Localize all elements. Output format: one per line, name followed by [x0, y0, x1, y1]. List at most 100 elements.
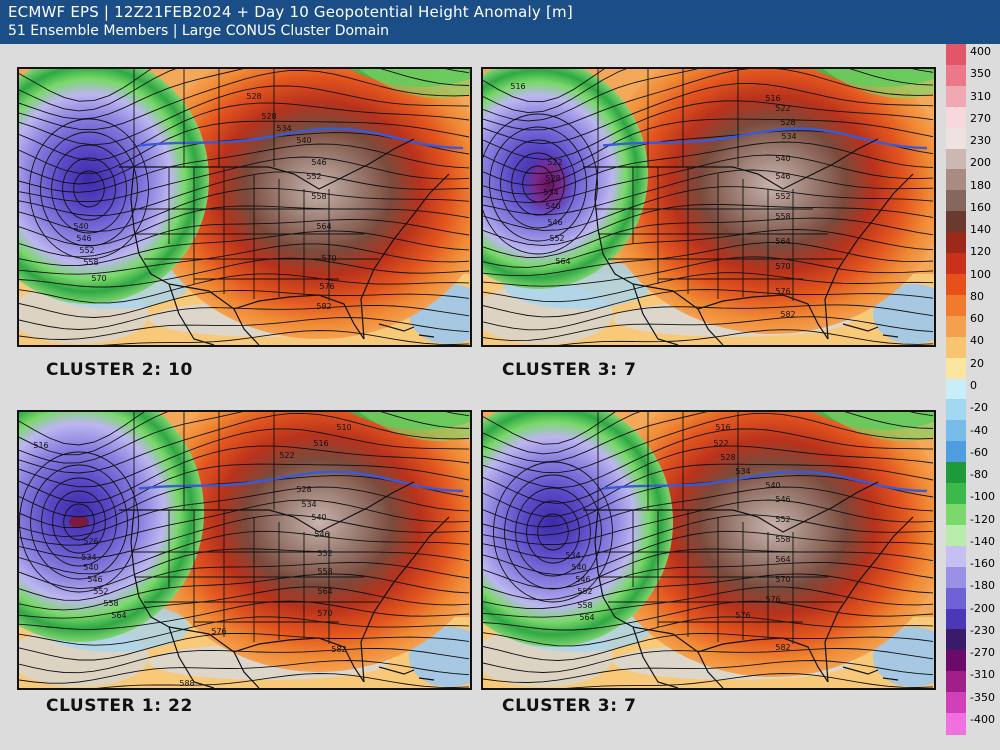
contour-label: 570 [775, 575, 790, 584]
colorbar-swatch [946, 420, 966, 442]
cold-anomaly [823, 412, 934, 442]
contour-label: 516 [33, 441, 48, 450]
contour-label: 576 [735, 611, 750, 620]
height-contour [483, 616, 934, 647]
anomaly-field [873, 284, 934, 344]
contour-label: 564 [317, 587, 332, 596]
coastline [842, 323, 899, 338]
height-contour [483, 256, 934, 287]
height-contour [19, 412, 470, 456]
contour-label: 558 [83, 258, 98, 267]
colorbar-tick-label: -400 [970, 713, 995, 726]
coastline [168, 283, 365, 340]
contour-label: 516 [313, 439, 328, 448]
contour-label: 570 [317, 609, 332, 618]
contour-label: 552 [306, 172, 321, 181]
height-contour [19, 289, 470, 318]
colorbar-swatch [946, 378, 966, 401]
height-contour [19, 143, 470, 193]
height-contour [19, 171, 470, 217]
height-contour [483, 83, 934, 145]
low-contour [63, 503, 95, 541]
height-contour [483, 445, 934, 504]
height-contour [483, 69, 934, 122]
map-panel-cluster-2: 528 528 534 540 546 552 558 564 570 576 582 540 546 5… [17, 67, 472, 347]
height-contour [19, 102, 470, 161]
colorbar-swatch [946, 315, 966, 338]
contour-label: 534 [81, 553, 96, 562]
colorbar-swatch [946, 483, 966, 505]
contour-label: 546 [775, 172, 790, 181]
colorbar-swatch [946, 106, 966, 129]
colorbar-swatch [946, 44, 966, 66]
contour-label: 552 [93, 587, 108, 596]
cold-anomaly [483, 412, 673, 647]
contour-label: 528 [261, 112, 276, 121]
colorbar-tick-label: 140 [970, 223, 991, 237]
colorbar-swatch [946, 85, 966, 108]
height-contour [19, 69, 470, 131]
coastline [632, 283, 829, 340]
low-contour [504, 474, 602, 590]
height-contour [483, 304, 934, 331]
coastline [824, 173, 914, 340]
contour-label: 552 [775, 192, 790, 201]
colorbar-tick-label: 120 [970, 245, 991, 259]
contour-label: 534 [565, 551, 580, 560]
height-contour [483, 412, 934, 455]
height-contour [483, 229, 934, 268]
height-contour [483, 316, 934, 342]
coastline [378, 323, 435, 338]
colorbar-tick-label: 200 [970, 156, 991, 170]
height-contour [483, 100, 934, 160]
colorbar-tick-label: 400 [970, 45, 991, 58]
contour-label: 540 [296, 136, 311, 145]
height-contour [19, 616, 470, 646]
height-contour [483, 118, 934, 175]
contour-label: 522 [775, 104, 790, 113]
contour-label: 540 [775, 154, 790, 163]
low-contour [500, 139, 576, 229]
coastline [378, 666, 435, 681]
colorbar-swatch [946, 608, 966, 631]
state-lines [131, 412, 379, 644]
state-lines [595, 412, 843, 644]
height-contour [19, 317, 470, 340]
height-contour [483, 412, 934, 474]
height-contour [19, 257, 470, 288]
map-panel-cluster-3-bottom: 516 522 528 534 540 546 552 558 564 570 576 582 534 5… [481, 410, 936, 690]
country-border [119, 481, 415, 533]
contour-label: 570 [321, 254, 336, 263]
colorbar-swatch [946, 357, 966, 380]
contour-label: 564 [555, 257, 570, 266]
political-boundaries [583, 138, 914, 345]
height-contour [483, 69, 605, 103]
colorbar-swatch [946, 650, 966, 672]
colorbar-tick-label: 270 [970, 111, 991, 125]
height-contour [19, 428, 470, 488]
colorbar-swatch [946, 127, 966, 150]
contour-label: 564 [111, 611, 126, 620]
coastline [168, 283, 260, 345]
colorbar-tick-label: -230 [970, 623, 995, 637]
contour-label: 516 [765, 94, 780, 103]
colorbar-tick-label: 310 [970, 89, 991, 103]
colorbar-swatch [946, 545, 966, 568]
coastline [594, 166, 634, 285]
colorbar-tick-label: 230 [970, 134, 991, 148]
coastline [360, 516, 450, 683]
low-contour [40, 131, 138, 247]
low-contour [483, 113, 598, 255]
colorbar-swatch [946, 336, 966, 359]
contour-labels: 5165225285345405465525585645705765825345… [565, 423, 790, 652]
map-svg: 5165165225285345405465525585645705765825… [483, 69, 934, 345]
colorbar-swatch [946, 399, 966, 421]
contour-label: 546 [311, 158, 326, 167]
colorbar-swatch [946, 504, 966, 526]
height-contours [483, 412, 934, 688]
contour-label: 546 [76, 234, 91, 243]
low-contour [62, 157, 116, 221]
cold-anomaly [359, 69, 470, 99]
contour-labels: 5165165225285345405465525585645705765825… [510, 82, 796, 319]
colorbar-swatch [946, 587, 966, 610]
